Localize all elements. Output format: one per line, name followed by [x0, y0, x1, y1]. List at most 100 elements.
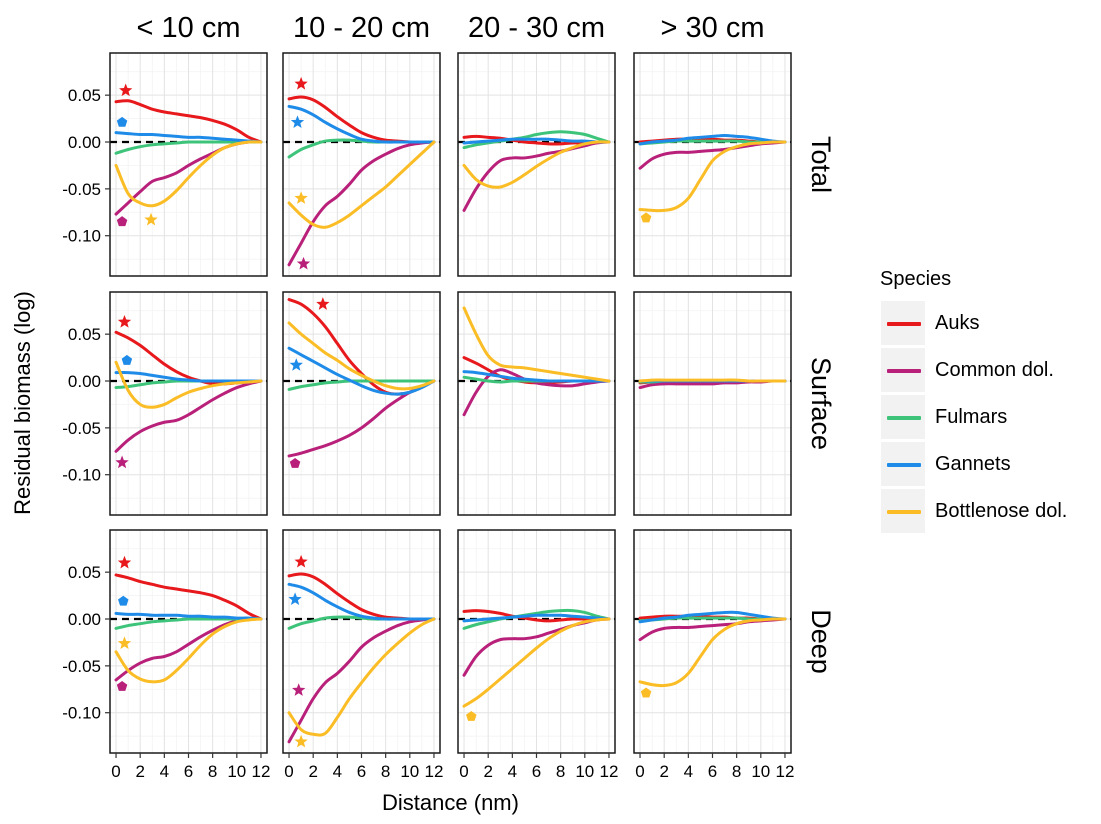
significance-marker — [289, 358, 303, 371]
series-line-gannets — [462, 137, 611, 145]
series-line-gannets — [638, 133, 787, 146]
row-strip-label: Total — [806, 136, 836, 193]
x-tick-label: 0 — [111, 762, 120, 781]
panel-deep-3 — [633, 529, 792, 754]
x-tick-label: 8 — [556, 762, 565, 781]
panel-total-2 — [457, 52, 616, 277]
x-tick-label: 4 — [508, 762, 517, 781]
significance-marker — [116, 216, 128, 227]
x-tick-label: 0 — [635, 762, 644, 781]
significance-marker — [121, 354, 133, 365]
column-strip-label: > 30 cm — [661, 12, 765, 44]
x-tick-label: 4 — [333, 762, 342, 781]
series-line-gannets — [114, 131, 263, 144]
legend-title: Species — [880, 268, 952, 290]
y-tick-label: 0.00 — [68, 133, 101, 152]
series-line-gannets — [114, 611, 263, 621]
x-tick-label: 6 — [357, 762, 366, 781]
legend-label-gannets: Gannets — [935, 453, 1011, 475]
row-strip-label: Deep — [806, 609, 836, 674]
series-line-fulmars — [114, 140, 263, 155]
legend: Species Auks Common dol. Fulmars Gannets… — [868, 266, 1098, 556]
x-tick-label: 12 — [425, 762, 444, 781]
legend-key — [880, 394, 926, 440]
series-line-gannets — [462, 370, 611, 383]
legend-line-fulmars — [887, 416, 921, 420]
series-line-bottlenose-dol — [287, 321, 436, 391]
series-line-bottlenose-dol — [462, 140, 611, 189]
x-tick-label: 10 — [400, 762, 419, 781]
significance-marker — [294, 554, 308, 568]
x-tick-label: 12 — [600, 762, 619, 781]
series-line-common-dol — [114, 379, 263, 453]
y-tick-label: 0.00 — [68, 372, 101, 391]
significance-marker — [118, 595, 129, 606]
series-line-bottlenose-dol — [114, 140, 263, 208]
legend-key — [880, 488, 926, 534]
significance-marker — [640, 687, 652, 698]
significance-marker — [115, 455, 129, 469]
y-tick-label: 0.05 — [68, 563, 101, 582]
legend-item-fulmars: Fulmars — [880, 394, 1100, 440]
panel-surface-1 — [282, 291, 441, 516]
panel-border — [109, 52, 268, 277]
x-tick-label: 12 — [776, 762, 795, 781]
x-axis-title: Distance (nm) — [382, 790, 519, 815]
x-tick-label: 8 — [381, 762, 390, 781]
x-tick-label: 4 — [684, 762, 693, 781]
panel-total-0 — [109, 52, 268, 277]
y-tick-label: -0.05 — [62, 657, 101, 676]
x-tick-label: 2 — [483, 762, 492, 781]
series-line-bottlenose-dol — [638, 140, 787, 213]
significance-marker — [116, 116, 128, 127]
panel-deep-1 — [282, 529, 441, 754]
series-line-bottlenose-dol — [287, 140, 436, 229]
legend-item-gannets: Gannets — [880, 441, 1100, 487]
series-line-bottlenose-dol — [114, 360, 263, 409]
panel-deep-2 — [457, 529, 616, 754]
x-tick-label: 0 — [284, 762, 293, 781]
x-tick-label: 6 — [708, 762, 717, 781]
panel-deep-0 — [109, 529, 268, 754]
series-line-fulmars — [287, 379, 436, 391]
series-line-fulmars — [462, 608, 611, 630]
series-line-gannets — [287, 104, 436, 144]
y-tick-label: 0.05 — [68, 325, 101, 344]
x-tick-label: 6 — [532, 762, 541, 781]
y-axis-title: Residual biomass (log) — [10, 291, 35, 515]
x-tick-label: 0 — [459, 762, 468, 781]
legend-line-auks — [887, 322, 921, 326]
legend-label-fulmars: Fulmars — [935, 406, 1008, 428]
panel-surface-3 — [633, 291, 792, 516]
significance-marker — [294, 76, 308, 90]
significance-marker — [116, 680, 128, 691]
series-line-bottlenose-dol — [462, 306, 611, 383]
significance-marker — [289, 457, 301, 468]
series-line-bottlenose-dol — [462, 617, 611, 708]
legend-label-bottlenose-dol: Bottlenose dol. — [935, 500, 1068, 522]
x-tick-label: 8 — [208, 762, 217, 781]
legend-key — [880, 441, 926, 487]
legend-item-common-dol: Common dol. — [880, 347, 1100, 393]
significance-marker — [119, 83, 133, 97]
y-tick-label: 0.05 — [68, 86, 101, 105]
significance-marker — [117, 555, 132, 569]
x-tick-label: 10 — [575, 762, 594, 781]
series-line-gannets — [638, 610, 787, 624]
series-line-bottlenose-dol — [114, 617, 263, 684]
panel-border — [457, 52, 616, 277]
y-tick-label: -0.10 — [62, 466, 101, 485]
significance-marker — [640, 212, 652, 223]
significance-marker — [294, 191, 308, 204]
y-tick-label: 0.00 — [68, 610, 101, 629]
series-line-common-dol — [462, 140, 611, 212]
legend-line-gannets — [887, 463, 921, 467]
series-line-bottlenose-dol — [638, 617, 787, 688]
significance-marker — [466, 710, 477, 721]
series-line-common-dol — [462, 368, 611, 417]
significance-marker — [296, 256, 311, 270]
legend-label-common-dol: Common dol. — [935, 359, 1054, 381]
significance-marker — [316, 297, 330, 310]
